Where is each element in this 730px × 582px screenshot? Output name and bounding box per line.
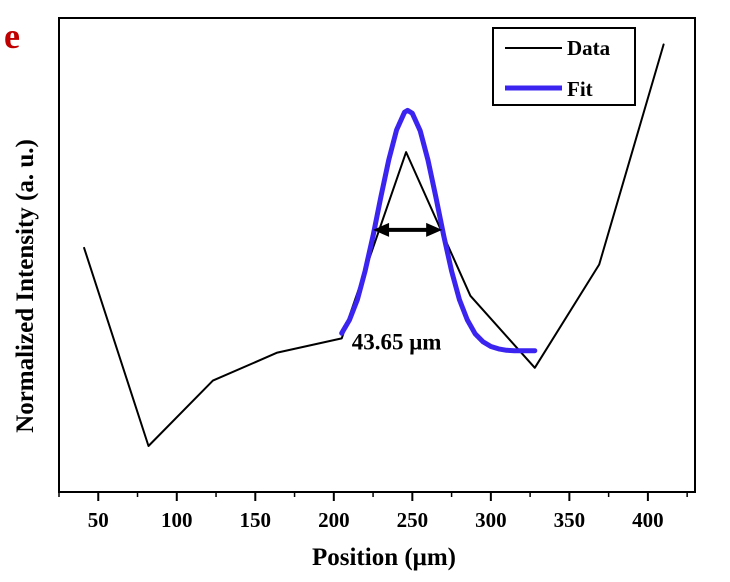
x-tick-label: 100 — [161, 508, 193, 532]
x-tick-label: 250 — [397, 508, 429, 532]
x-tick-label: 150 — [240, 508, 272, 532]
x-axis-label: Position (μm) — [312, 544, 456, 571]
annotation-layer: 43.65 μm — [352, 222, 443, 354]
series-layer — [83, 43, 665, 447]
x-axis-tick-labels: 50 100 150 200 250 300 350 400 — [88, 508, 664, 532]
fwhm-annotation-label: 43.65 μm — [352, 329, 442, 354]
x-tick-label: 350 — [554, 508, 586, 532]
data-series-line — [83, 43, 665, 447]
plot-border — [58, 17, 696, 493]
fwhm-arrow-left-head — [373, 222, 390, 237]
legend-fit-label: Fit — [567, 77, 593, 101]
fit-series-line — [339, 107, 538, 354]
y-axis-label: Normalized Intensity (a. u.) — [12, 139, 39, 433]
x-tick-label: 200 — [318, 508, 350, 532]
panel-label: e — [4, 16, 20, 56]
legend-box — [492, 27, 636, 106]
fwhm-arrow-right-head — [426, 222, 443, 237]
x-tick-label: 300 — [475, 508, 507, 532]
legend: Data Fit — [492, 27, 636, 106]
x-tick-label: 400 — [632, 508, 664, 532]
x-tick-label: 50 — [88, 508, 109, 532]
legend-data-label: Data — [567, 36, 611, 60]
plot-frame — [58, 17, 696, 493]
x-axis-ticks — [58, 492, 688, 501]
